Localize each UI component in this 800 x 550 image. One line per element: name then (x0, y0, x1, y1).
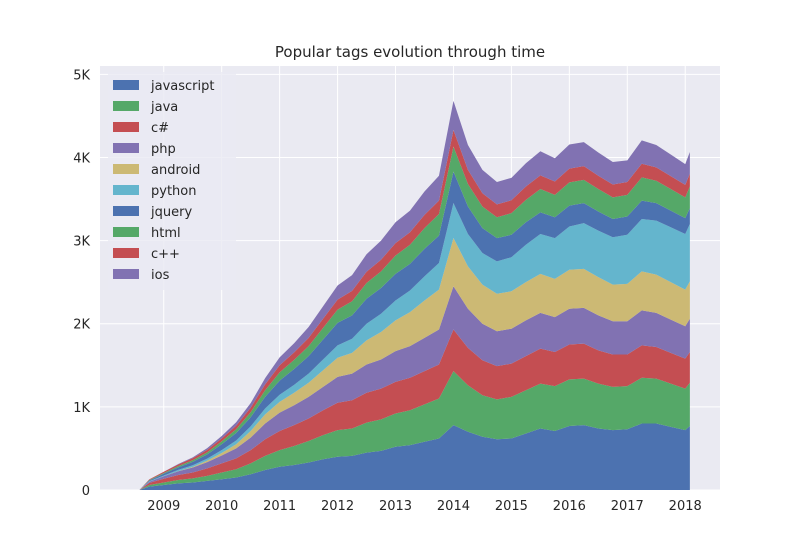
chart-title: Popular tags evolution through time (275, 43, 545, 61)
legend-swatch (113, 206, 139, 216)
legend-label: javascript (150, 79, 214, 94)
y-axis: 0 1K 2K 3K 4K 5K (73, 68, 90, 499)
x-tick-label: 2018 (669, 499, 702, 514)
legend-swatch (113, 185, 139, 195)
x-tick-label: 2010 (205, 499, 238, 514)
legend-label: ios (151, 268, 170, 283)
area-java (139, 371, 690, 490)
legend-swatch (113, 164, 139, 174)
y-tick-label: 2K (73, 318, 90, 333)
x-tick-label: 2012 (321, 499, 354, 514)
legend: javascript java c# php android python jquery ht… (108, 72, 236, 290)
x-tick-label: 2009 (147, 499, 180, 514)
legend-swatch (113, 248, 139, 258)
legend-label: python (151, 184, 196, 199)
x-tick-label: 2017 (611, 499, 644, 514)
area-javascript (139, 423, 690, 490)
y-tick-label: 0 (82, 484, 90, 499)
x-tick-label: 2016 (553, 499, 586, 514)
x-axis: 2009 2010 2011 2012 2013 2014 2015 2016 2017 2018 (147, 499, 702, 514)
area-php (139, 286, 690, 490)
area-series (139, 100, 690, 491)
x-tick-label: 2013 (379, 499, 412, 514)
legend-label: c# (151, 121, 169, 136)
legend-label: html (151, 226, 181, 241)
legend-swatch (113, 122, 139, 132)
legend-swatch (113, 80, 139, 90)
x-tick-label: 2011 (263, 499, 296, 514)
x-tick-label: 2014 (437, 499, 470, 514)
area-python (139, 203, 690, 490)
x-tick-label: 2015 (495, 499, 528, 514)
y-tick-label: 3K (73, 235, 90, 250)
y-tick-label: 5K (73, 68, 90, 83)
legend-label: java (150, 100, 178, 115)
area-android (139, 238, 690, 490)
area-c (139, 329, 690, 490)
legend-label: c++ (151, 247, 180, 262)
legend-swatch (113, 143, 139, 153)
y-tick-label: 1K (73, 401, 90, 416)
legend-label: php (151, 142, 176, 157)
y-tick-label: 4K (73, 151, 90, 166)
legend-label: jquery (150, 205, 192, 220)
legend-swatch (113, 101, 139, 111)
legend-label: android (151, 163, 200, 178)
legend-swatch (113, 269, 139, 279)
legend-swatch (113, 227, 139, 237)
